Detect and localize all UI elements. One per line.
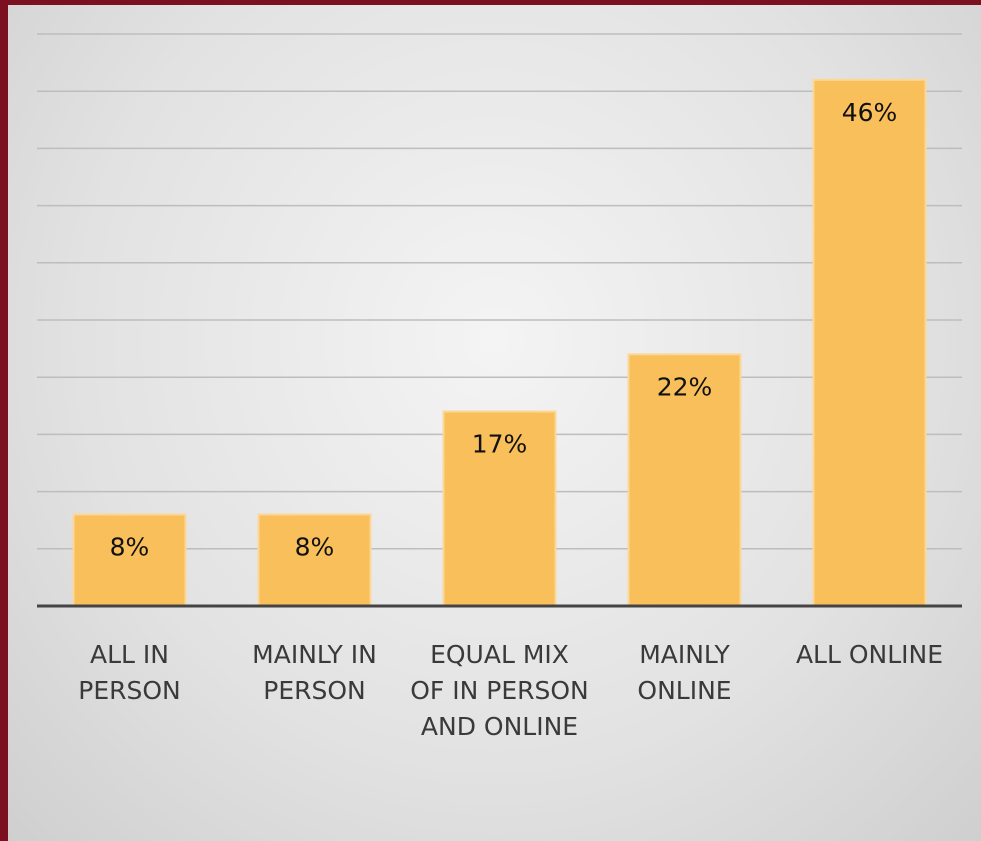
- bar: [812, 78, 927, 607]
- x-tick-label: ALL ONLINE: [795, 640, 944, 669]
- x-tick-label: MAINLY IN PERSON: [252, 640, 377, 705]
- bar: [442, 410, 557, 607]
- bar: [257, 513, 372, 608]
- data-label: 46%: [842, 98, 898, 127]
- bar: [72, 513, 187, 608]
- x-tick-label: EQUAL MIX OF IN PERSON AND ONLINE: [410, 640, 589, 741]
- x-tick-label: ALL IN PERSON: [78, 640, 181, 705]
- data-label: 17%: [472, 430, 528, 459]
- data-label: 8%: [295, 532, 335, 561]
- bar: [627, 353, 742, 607]
- x-tick-label: MAINLY ONLINE: [637, 640, 732, 705]
- data-label: 22%: [657, 372, 713, 401]
- chart-background: 8% 8% 17% 22% 46% ALL IN PERSON MAINLY IN PER…: [8, 5, 981, 841]
- chart: 8% 8% 17% 22% 46%: [37, 33, 962, 608]
- data-label: 8%: [110, 532, 150, 561]
